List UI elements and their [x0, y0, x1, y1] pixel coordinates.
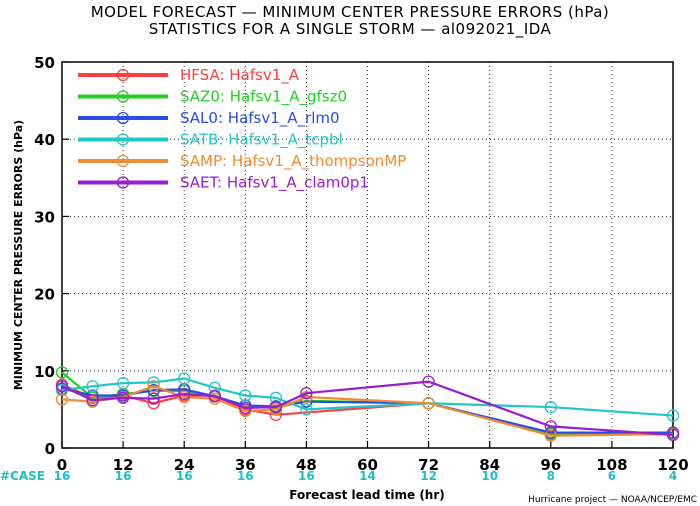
case-count: 10 — [481, 469, 498, 483]
y-tick-label: 50 — [34, 54, 55, 72]
data-point — [666, 428, 680, 442]
legend-marker — [116, 68, 130, 82]
data-series — [55, 366, 680, 442]
data-point — [147, 383, 160, 397]
data-point — [544, 400, 557, 414]
x-axis-label: Forecast lead time (hr) — [289, 488, 445, 502]
x-tick-label: 36 — [235, 456, 256, 474]
y-tick-label: 20 — [34, 286, 55, 304]
data-point — [239, 389, 252, 402]
x-tick-label: 72 — [418, 456, 439, 474]
case-count: 16 — [54, 469, 71, 483]
data-point — [116, 391, 130, 404]
y-tick-label: 10 — [34, 363, 55, 381]
data-point — [544, 420, 557, 433]
data-point — [178, 387, 191, 401]
x-tick-label: 24 — [174, 456, 195, 474]
data-point — [147, 376, 160, 389]
data-point — [300, 387, 313, 400]
legend-item: SAL0: Hafsv1_A_rlm0 — [78, 109, 340, 128]
legend-item: SATB: Hafsv1_A_tcpbl — [78, 131, 343, 150]
x-tick-label: 96 — [540, 456, 561, 474]
case-count: 14 — [359, 469, 376, 483]
x-tick-label: 0 — [57, 456, 67, 474]
data-point — [86, 380, 99, 393]
legend-marker — [116, 90, 130, 103]
legend-item: SAZ0: Hafsv1_A_gfsz0 — [78, 88, 347, 107]
data-point — [147, 392, 160, 405]
data-point — [178, 390, 191, 404]
data-point — [666, 409, 680, 422]
legend-label: SAZ0: Hafsv1_A_gfsz0 — [180, 88, 347, 107]
data-point — [422, 397, 435, 410]
legend-label: SAMP: Hafsv1_A_thompsonMP — [180, 152, 406, 171]
legend-label: SATB: Hafsv1_A_tcpbl — [180, 131, 343, 150]
case-label: #CASE — [0, 469, 45, 483]
chart-subtitle: STATISTICS FOR A SINGLE STORM — al092021… — [149, 20, 552, 39]
data-point — [55, 393, 69, 406]
x-tick-label: 108 — [596, 456, 627, 474]
legend-label: SAL0: Hafsv1_A_rlm0 — [180, 109, 340, 128]
data-point — [208, 390, 221, 403]
y-axis-label: MINIMUM CENTER PRESSURE ERRORS (hPa) — [12, 120, 25, 390]
data-point — [269, 400, 283, 414]
data-point — [178, 372, 191, 385]
data-point — [55, 380, 69, 393]
x-tick-label: 48 — [296, 456, 317, 474]
credit-text: Hurricane project — NOAA/NCEP/EMC — [528, 495, 697, 505]
legend-marker — [116, 176, 130, 189]
data-point — [116, 377, 130, 390]
series-line — [55, 375, 680, 442]
case-count: 8 — [547, 469, 555, 483]
legend-item: HFSA: Hafsv1_A — [78, 66, 300, 85]
plot-area — [61, 61, 674, 449]
data-point — [300, 390, 313, 404]
y-tick-label: 0 — [45, 440, 55, 458]
data-point — [544, 429, 557, 442]
data-point — [55, 383, 69, 397]
legend-item: SAET: Hafsv1_A_clam0p1 — [78, 174, 369, 193]
y-tick-label: 30 — [34, 208, 55, 226]
y-axis-ticks: 0 10 20 30 40 50 — [34, 54, 55, 458]
x-tick-label: 120 — [657, 456, 688, 474]
data-point — [55, 366, 69, 379]
legend-item: SAMP: Hafsv1_A_thompsonMP — [78, 152, 406, 171]
data-point — [86, 393, 99, 407]
data-point — [239, 401, 252, 415]
data-point — [300, 403, 313, 416]
legend-marker — [116, 133, 130, 146]
case-count: 16 — [237, 469, 254, 483]
legend-marker — [116, 154, 130, 168]
legend-marker — [116, 111, 130, 125]
x-tick-label: 12 — [113, 456, 134, 474]
x-axis-ticks: 0 12 24 36 48 60 72 84 96 108 120 — [57, 456, 689, 474]
case-count: 16 — [176, 469, 193, 483]
data-point — [147, 380, 160, 393]
data-point — [422, 375, 435, 388]
series-line — [55, 372, 680, 422]
x-tick-label: 60 — [357, 456, 378, 474]
case-count: 16 — [298, 469, 315, 483]
data-point — [239, 404, 252, 418]
case-count: 4 — [669, 469, 677, 483]
legend-label: SAET: Hafsv1_A_clam0p1 — [180, 174, 369, 193]
case-count: 12 — [420, 469, 437, 483]
legend-label: HFSA: Hafsv1_A — [180, 66, 300, 85]
case-count: 6 — [608, 469, 616, 483]
chart-title: MODEL FORECAST — MINIMUM CENTER PRESSURE… — [91, 3, 610, 21]
legend: HFSA: Hafsv1_A SAZ0: Hafsv1_A_gfsz0 SAL0: … — [78, 66, 406, 193]
case-count: 16 — [115, 469, 132, 483]
y-tick-label: 40 — [34, 131, 55, 149]
case-counts: 16 16 16 16 16 14 12 10 8 6 4 — [54, 469, 678, 483]
x-tick-label: 84 — [479, 456, 500, 474]
